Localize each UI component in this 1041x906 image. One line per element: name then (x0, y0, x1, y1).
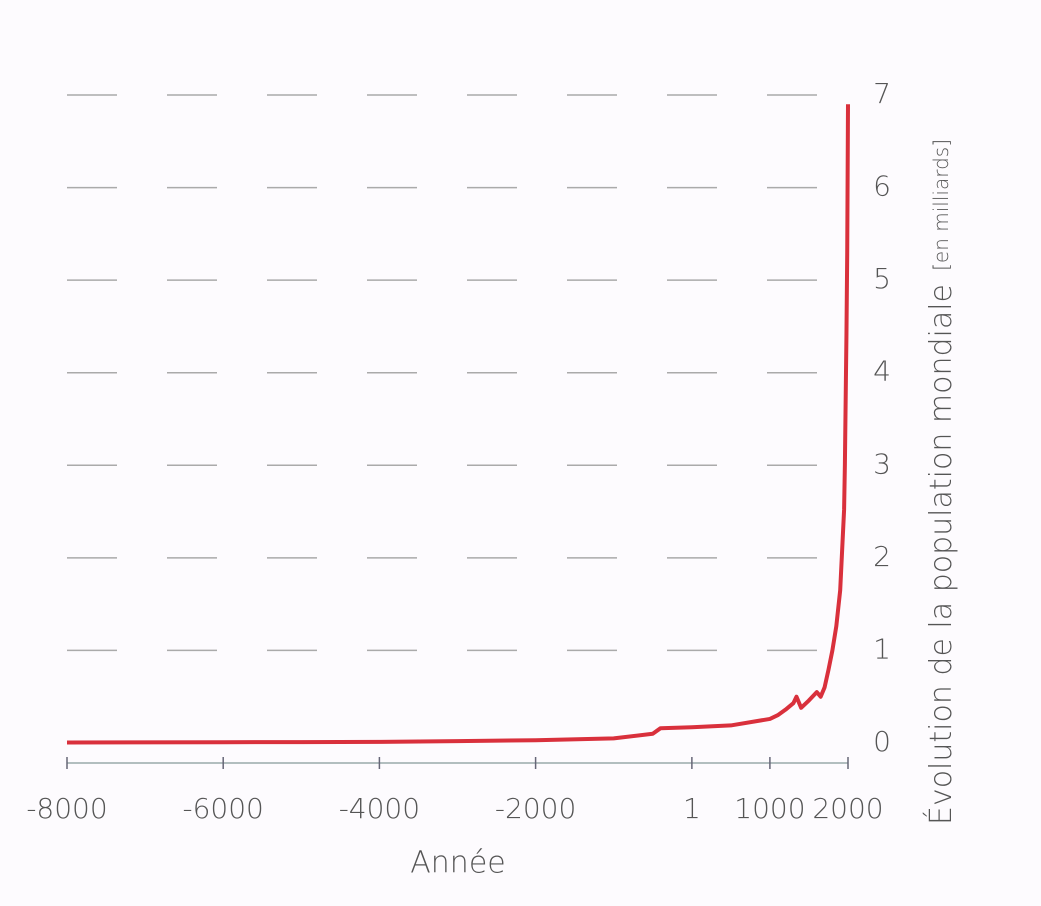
population-line (66, 104, 850, 745)
y-axis-unit: [en milliards] (929, 139, 953, 271)
x-tick-label: 1 (683, 792, 701, 825)
x-tick-label: -2000 (495, 792, 576, 825)
y-tick-label: 1 (873, 632, 891, 665)
y-tick-label: 4 (873, 355, 891, 388)
x-tick-label: 2000 (812, 792, 883, 825)
x-axis-label: Année (410, 846, 505, 881)
y-tick-label: 7 (873, 77, 891, 110)
y-axis-label: Évolution de la population mondiale [en … (923, 139, 959, 825)
y-tick-label: 0 (873, 725, 891, 758)
y-tick-label: 5 (873, 262, 891, 295)
y-tick-label: 6 (873, 170, 891, 203)
y-axis-title: Évolution de la population mondiale (923, 284, 959, 825)
x-tick-label: -6000 (183, 792, 264, 825)
x-tick-label: -8000 (26, 792, 107, 825)
x-tick-label: -4000 (339, 792, 420, 825)
y-tick-label: 3 (873, 447, 891, 480)
x-tick-label: 1000 (734, 792, 805, 825)
y-tick-label: 2 (873, 540, 891, 573)
